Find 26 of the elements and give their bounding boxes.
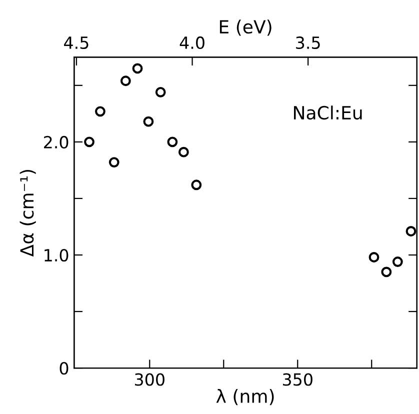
point [191, 180, 202, 190]
x2-axis-title: E (eV) [220, 20, 272, 36]
x2-tick-label: 3.5 [296, 36, 320, 50]
point [120, 76, 131, 86]
point [406, 226, 416, 236]
y-tick-label: 1.0 [44, 248, 68, 262]
point [167, 136, 178, 148]
point [108, 157, 120, 168]
x2-tick-label: 4.5 [64, 36, 88, 50]
point [381, 266, 392, 278]
point [84, 136, 94, 148]
point [143, 116, 154, 127]
point [94, 106, 106, 117]
point [132, 63, 143, 74]
point [368, 252, 380, 262]
point [155, 86, 166, 98]
x-tick-label: 350 [282, 373, 312, 386]
x-tick-label: 300 [135, 373, 164, 386]
point [392, 256, 403, 267]
point [178, 146, 189, 158]
y-tick-label: 0 [60, 362, 68, 375]
x2-tick-label: 4.0 [180, 36, 204, 50]
y-axis-title: Δα (cm⁻¹) [20, 170, 36, 257]
annotation: NaCl:Eu [294, 106, 362, 120]
x-axis-title: λ (nm) [216, 389, 274, 406]
y-tick-label: 2.0 [44, 136, 68, 148]
